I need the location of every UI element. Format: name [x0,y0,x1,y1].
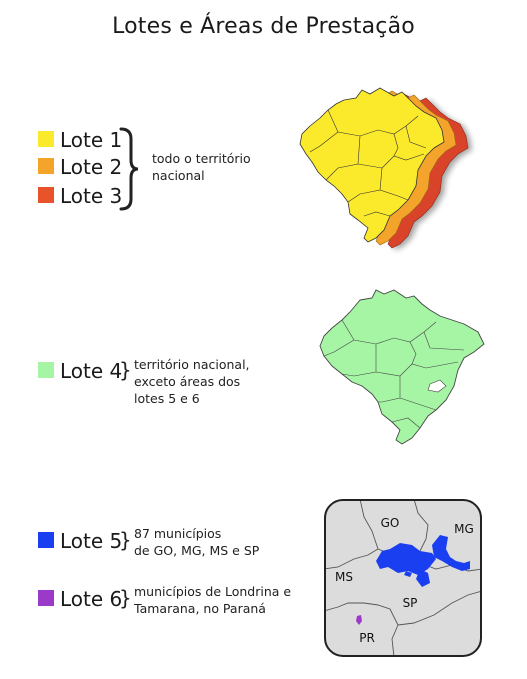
lotes123-brace [119,127,139,211]
lote6-brace: } [119,586,132,610]
page-title: Lotes e Áreas de Prestação [112,14,415,39]
brazil-map-lote4 [319,289,485,445]
lote5-description: 87 municípios de GO, MG, MS e SP [134,525,259,559]
lotes123-desc-line1: todo o território [152,151,251,166]
lotes123-desc-line2: nacional [152,168,205,183]
lote4-description: território nacional, exceto áreas dos lo… [134,356,250,407]
map-label-pr: PR [359,631,375,645]
lote6-swatch [38,590,54,606]
brazil-map-lotes123 [299,87,472,250]
lote1-label: Lote 1 [60,128,123,152]
lotes123-description: todo o território nacional [152,150,251,184]
lote5-desc-line2: de GO, MG, MS e SP [134,543,260,558]
lote2-label: Lote 2 [60,155,123,179]
lote4-swatch [38,362,54,378]
lote6-description: municípios de Londrina e Tamarana, no Pa… [134,583,291,617]
lote4-desc-line2: exceto áreas dos [134,374,241,389]
lote6-desc-line1: municípios de Londrina e [134,584,292,599]
regional-map-lotes56: GO MG MS SP PR [324,499,482,657]
lote5-label: Lote 5 [60,529,123,553]
lote6-label: Lote 6 [60,587,123,611]
lote3-swatch [38,187,54,203]
lote2-swatch [38,158,54,174]
lote1-swatch [38,131,54,147]
lote4-desc-line1: território nacional, [134,357,250,372]
lote5-desc-line1: 87 municípios [134,526,222,541]
lote4-label: Lote 4 [60,359,123,383]
map-label-sp: SP [403,596,418,610]
lote4-desc-line3: lotes 5 e 6 [134,391,200,406]
lote4-brace: } [119,358,132,382]
map-label-ms: MS [335,570,353,584]
lote6-desc-line2: Tamarana, no Paraná [134,601,266,616]
lote3-label: Lote 3 [60,184,123,208]
map-label-go: GO [381,516,400,530]
lote5-swatch [38,532,54,548]
lote5-brace: } [119,528,132,552]
map-label-mg: MG [454,522,474,536]
